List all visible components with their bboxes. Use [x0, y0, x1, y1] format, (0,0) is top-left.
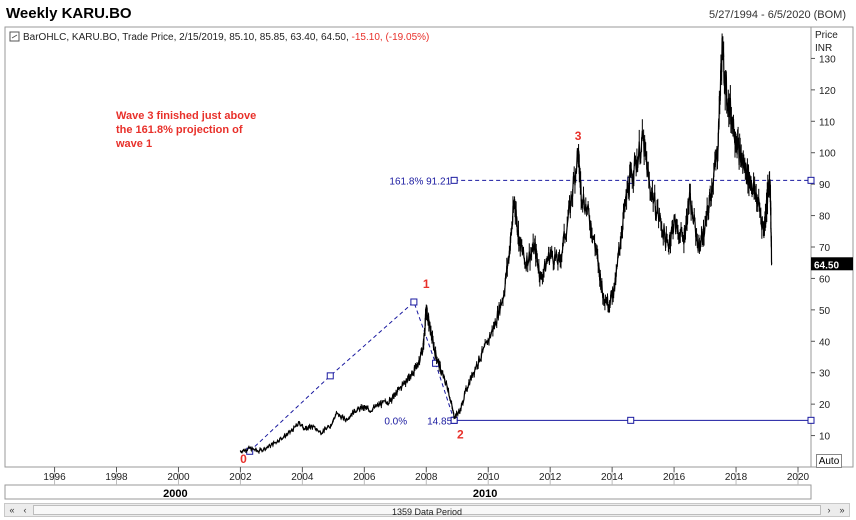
- fib-handle[interactable]: [807, 176, 815, 184]
- y-tick-label: 80: [819, 212, 831, 223]
- projection-handle[interactable]: [326, 372, 334, 380]
- time-scrollbar[interactable]: « ‹ 1359 Data Period › »: [4, 503, 850, 517]
- y-tick-label: 110: [819, 117, 835, 128]
- x-tick-label: 2018: [725, 472, 748, 483]
- y-tick-label: 20: [819, 400, 831, 411]
- fib-handle[interactable]: [627, 416, 635, 424]
- data-period-label: 1359 Data Period: [391, 507, 463, 517]
- y-tick-label: 60: [819, 274, 831, 285]
- x-axis-ticks: 1996 1998 2000 2002 2004 2006 2008 2010 2012 2014…: [43, 467, 810, 485]
- last-price-marker: 64.50: [811, 257, 853, 271]
- y-tick-label: 120: [819, 86, 836, 97]
- fibonacci-projection: 161.8% 91.21 0.0% 14.85: [246, 176, 815, 455]
- decade-band: [4, 484, 812, 500]
- y-tick-label: 40: [819, 337, 831, 348]
- decade-label: 2010: [473, 488, 497, 500]
- wave-label: 3: [575, 129, 582, 143]
- annotation-line: the 161.8% projection of: [116, 124, 243, 136]
- x-tick-label: 2020: [787, 472, 810, 483]
- y-tick-label: 10: [819, 432, 831, 443]
- price-series: [240, 37, 773, 454]
- annotation-line: wave 1: [115, 138, 152, 150]
- x-tick-label: 1998: [105, 472, 128, 483]
- y-tick-label: 70: [819, 243, 831, 254]
- legend-change: -15.10, (-19.05%): [352, 32, 430, 43]
- currency-label: INR: [815, 43, 832, 54]
- x-tick-label: 2016: [663, 472, 686, 483]
- y-tick-label: 30: [819, 369, 831, 380]
- scroll-left-icon[interactable]: ‹: [23, 505, 27, 515]
- y-axis-ticks: 10 20 30 40 50 60 70 80 90 100 110 120 130: [811, 54, 836, 443]
- fib-0-value-label: 14.85: [427, 416, 452, 427]
- wave-label: 0: [240, 452, 247, 466]
- wave-label: 1: [423, 277, 430, 291]
- last-price-label: 64.50: [814, 260, 839, 271]
- scroll-last-icon[interactable]: »: [839, 505, 845, 515]
- fib-0-pct-label: 0.0%: [384, 416, 407, 427]
- projection-handle[interactable]: [410, 298, 418, 306]
- fib-161-label: 161.8% 91.21: [389, 176, 451, 187]
- legend-text: BarOHLC, KARU.BO, Trade Price, 2/15/2019…: [23, 32, 429, 43]
- price-bars: [239, 33, 773, 454]
- date-range: 5/27/1994 - 6/5/2020 (BOM): [709, 9, 846, 21]
- x-tick-label: 2000: [167, 472, 190, 483]
- x-tick-label: 2010: [477, 472, 500, 483]
- x-tick-label: 2008: [415, 472, 438, 483]
- wave-labels: 0 1 2 3: [240, 129, 582, 466]
- scroll-first-icon[interactable]: «: [9, 505, 15, 515]
- fib-handle[interactable]: [807, 416, 815, 424]
- x-tick-label: 2014: [601, 472, 624, 483]
- auto-scale-button[interactable]: Auto: [816, 454, 842, 468]
- x-tick-label: 2002: [229, 472, 252, 483]
- y-tick-label: 130: [819, 54, 836, 65]
- y-tick-label: 100: [819, 149, 836, 160]
- annotation-line: Wave 3 finished just above: [116, 110, 256, 122]
- decade-label: 2000: [163, 488, 187, 500]
- x-tick-label: 2006: [353, 472, 376, 483]
- legend-icon: [9, 31, 20, 42]
- projection-line: [249, 301, 455, 452]
- x-tick-label: 1996: [43, 472, 66, 483]
- plot-frame: [4, 26, 812, 468]
- fib-handle[interactable]: [450, 176, 458, 184]
- chart-title: Weekly KARU.BO: [6, 5, 132, 22]
- price-chart: BarOHLC, KARU.BO, Trade Price, 2/15/2019…: [4, 26, 854, 500]
- x-tick-label: 2004: [291, 472, 314, 483]
- scroll-thumb[interactable]: 1359 Data Period: [33, 505, 821, 517]
- y-tick-label: 90: [819, 180, 831, 191]
- scroll-right-icon[interactable]: ›: [827, 505, 831, 515]
- wave-label: 2: [457, 428, 464, 442]
- y-tick-label: 50: [819, 306, 831, 317]
- price-axis-label: Price: [815, 30, 838, 41]
- annotation-note: Wave 3 finished just above the 161.8% pro…: [115, 110, 256, 150]
- legend-prefix: BarOHLC, KARU.BO, Trade Price, 2/15/2019…: [23, 32, 352, 43]
- decade-labels: 199020002010: [163, 488, 497, 500]
- x-tick-label: 2012: [539, 472, 562, 483]
